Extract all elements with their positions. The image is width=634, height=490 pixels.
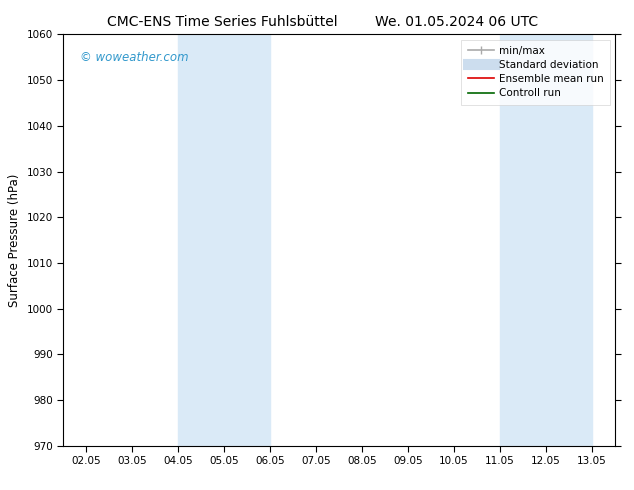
- Legend: min/max, Standard deviation, Ensemble mean run, Controll run: min/max, Standard deviation, Ensemble me…: [462, 40, 610, 104]
- Text: CMC-ENS Time Series Fuhlsbüttel: CMC-ENS Time Series Fuhlsbüttel: [107, 15, 337, 29]
- Bar: [178, 34, 270, 446]
- Text: We. 01.05.2024 06 UTC: We. 01.05.2024 06 UTC: [375, 15, 538, 29]
- Y-axis label: Surface Pressure (hPa): Surface Pressure (hPa): [8, 173, 21, 307]
- Text: © woweather.com: © woweather.com: [80, 51, 188, 64]
- Bar: [500, 34, 592, 446]
